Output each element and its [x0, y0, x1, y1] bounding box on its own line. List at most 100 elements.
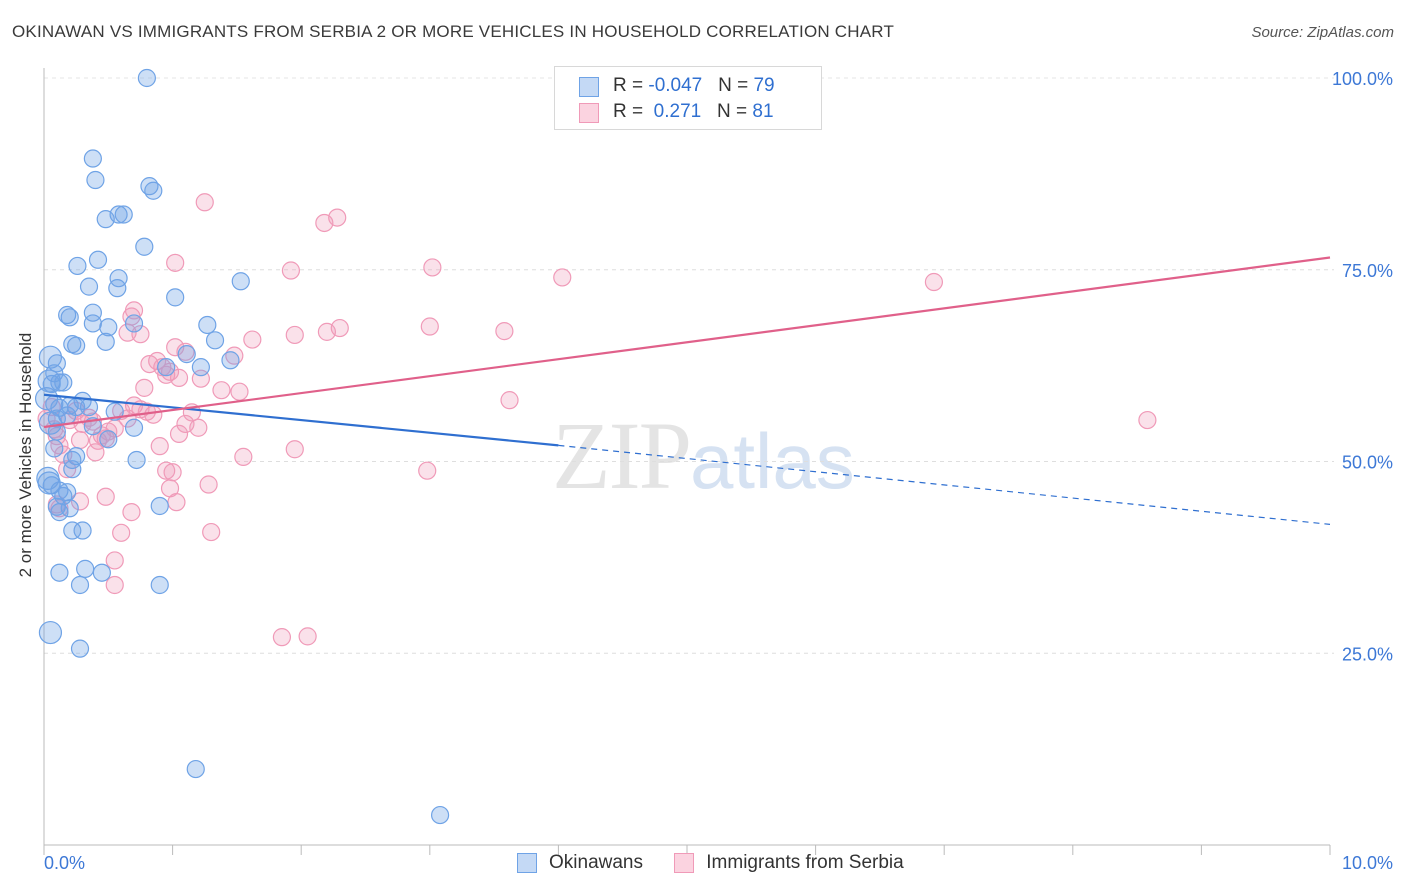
okinawans-point — [73, 521, 92, 540]
serbia-point — [144, 405, 163, 424]
okinawans-trend-extension — [558, 444, 1331, 525]
okinawans-point — [83, 314, 102, 333]
serbia-point — [124, 301, 144, 320]
serbia-point — [212, 381, 231, 400]
serbia-trend-line — [43, 256, 1331, 429]
okinawans-point — [42, 374, 61, 394]
series-okinawans-points — [34, 68, 450, 825]
trend-lines — [43, 256, 1331, 525]
source-label: Source: ZipAtlas.com — [1251, 24, 1394, 41]
axes — [43, 68, 1331, 855]
okinawans-point — [99, 318, 118, 337]
okinawans-point — [86, 170, 105, 190]
okinawans-point — [92, 563, 111, 582]
serbia-point — [420, 317, 439, 336]
okinawans-point — [63, 460, 82, 479]
okinawans-point — [47, 354, 66, 373]
r-label: R = — [613, 75, 649, 96]
serbia-point — [924, 272, 944, 292]
serbia-point — [70, 492, 90, 511]
okinawans-point — [177, 345, 196, 364]
serbia-point — [42, 397, 61, 417]
serbia-point — [500, 391, 519, 410]
serbia-point — [135, 378, 154, 397]
okinawans-point — [38, 411, 63, 435]
serbia-point — [553, 268, 572, 287]
watermark-zip: ZIP — [552, 402, 692, 509]
x-tick-label: 0.0% — [44, 853, 85, 873]
okinawans-point — [45, 439, 64, 458]
serbia-point — [112, 523, 131, 542]
okinawans-point — [150, 496, 169, 516]
serbia-point — [199, 475, 218, 494]
okinawans-point — [63, 521, 82, 540]
serbia-point — [167, 493, 186, 512]
legend-row-serbia-text: R = 0.271 N = 81 — [613, 101, 774, 123]
r-value: 0.271 — [648, 101, 702, 122]
serbia-point — [157, 461, 176, 480]
okinawans-point — [127, 450, 146, 470]
serbia-point — [189, 418, 208, 437]
serbia-legend-swatch — [674, 853, 695, 873]
okinawans-point — [135, 237, 154, 256]
serbia-point — [58, 460, 77, 479]
grid — [44, 77, 1334, 654]
okinawans-point — [63, 450, 82, 470]
okinawans-point — [198, 315, 217, 335]
okinawans-point — [79, 397, 99, 417]
serbia-point — [105, 551, 124, 570]
okinawans-point — [144, 181, 163, 200]
okinawans-point — [50, 373, 69, 392]
legend-item-okinawans[interactable]: Okinawans — [517, 852, 643, 874]
serbia-point — [122, 503, 141, 522]
okinawans-trend-line — [43, 393, 559, 447]
n-label: N = — [718, 75, 754, 96]
okinawans-point — [83, 303, 102, 322]
okinawans-point — [108, 279, 127, 298]
y-tick-label: 75.0% — [1342, 261, 1393, 281]
serbia-point — [230, 382, 249, 401]
serbia-point — [150, 437, 169, 456]
n-value: 81 — [752, 101, 774, 122]
okinawans-point — [58, 305, 77, 325]
okinawans-point — [124, 418, 144, 437]
okinawans-point — [67, 336, 86, 355]
serbia-point — [272, 628, 292, 647]
okinawans-point — [38, 620, 63, 645]
watermark: ZIPatlas — [552, 400, 855, 511]
legend-label-serbia: Immigrants from Serbia — [706, 852, 904, 873]
serbia-point — [298, 627, 317, 646]
okinawans-point — [150, 575, 169, 595]
okinawans-point — [60, 308, 79, 327]
okinawans-point — [70, 639, 90, 658]
okinawans-point — [205, 331, 225, 350]
serbia-point — [234, 447, 253, 466]
serbia-point — [50, 436, 69, 455]
okinawans-point — [221, 351, 240, 370]
okinawans-swatch — [579, 77, 599, 97]
serbia-point — [169, 424, 189, 443]
serbia-point — [243, 330, 262, 349]
series-serbia-points — [37, 193, 1157, 647]
okinawans-point — [430, 805, 450, 825]
n-label: N = — [717, 101, 753, 122]
okinawans-legend-swatch — [517, 853, 537, 873]
okinawans-point — [186, 759, 205, 779]
okinawans-point — [50, 503, 69, 522]
serbia-point — [285, 440, 304, 459]
okinawans-point — [83, 149, 102, 168]
y-tick-label: 100.0% — [1332, 69, 1393, 89]
serbia-point — [131, 325, 150, 344]
okinawans-point — [157, 358, 176, 377]
serbia-point — [495, 322, 514, 341]
legend-item-serbia[interactable]: Immigrants from Serbia — [674, 852, 904, 874]
serbia-point — [285, 325, 304, 345]
serbia-point — [328, 208, 347, 227]
chart-title: OKINAWAN VS IMMIGRANTS FROM SERBIA 2 OR … — [12, 22, 895, 41]
okinawans-point — [114, 205, 133, 224]
y-tick-label: 50.0% — [1342, 453, 1393, 473]
serbia-swatch — [579, 103, 599, 123]
okinawans-point — [68, 256, 87, 276]
okinawans-point — [105, 402, 124, 421]
